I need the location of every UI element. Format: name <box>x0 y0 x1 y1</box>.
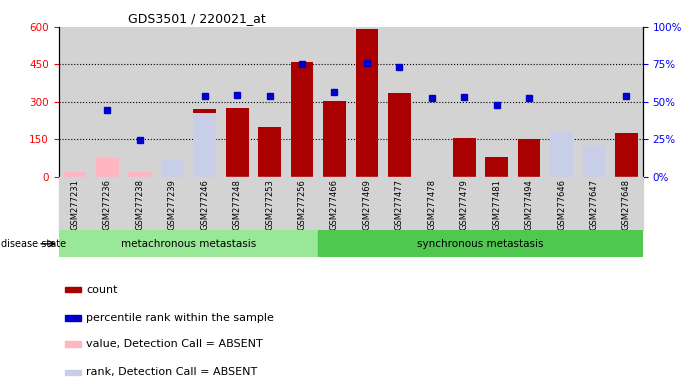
Text: GSM277479: GSM277479 <box>460 179 468 230</box>
Bar <box>578 177 610 230</box>
Bar <box>583 174 605 177</box>
Text: disease state: disease state <box>1 239 66 249</box>
Text: GSM277246: GSM277246 <box>200 179 209 230</box>
Bar <box>64 172 86 177</box>
Bar <box>96 158 119 177</box>
Text: count: count <box>86 285 118 295</box>
Bar <box>513 177 545 230</box>
Bar <box>545 27 578 177</box>
Bar <box>59 27 91 177</box>
Text: GSM277481: GSM277481 <box>492 179 501 230</box>
Bar <box>64 316 81 321</box>
Text: GSM277238: GSM277238 <box>135 179 144 230</box>
Bar <box>291 62 314 177</box>
Bar <box>323 101 346 177</box>
Text: GSM277469: GSM277469 <box>362 179 371 230</box>
Bar <box>124 177 156 230</box>
Bar <box>124 27 156 177</box>
Text: GSM277646: GSM277646 <box>557 179 566 230</box>
Bar <box>350 177 383 230</box>
Bar <box>91 177 124 230</box>
Bar <box>156 177 189 230</box>
Bar <box>189 27 221 177</box>
Bar <box>258 127 281 177</box>
Bar <box>388 93 410 177</box>
Bar <box>254 177 286 230</box>
Bar <box>383 27 415 177</box>
Bar <box>64 341 81 347</box>
Bar <box>545 177 578 230</box>
Text: percentile rank within the sample: percentile rank within the sample <box>86 313 274 323</box>
Text: GSM277477: GSM277477 <box>395 179 404 230</box>
Bar <box>221 27 254 177</box>
Bar <box>480 177 513 230</box>
Bar <box>193 113 216 177</box>
Bar <box>91 27 124 177</box>
Bar <box>480 27 513 177</box>
Text: GSM277494: GSM277494 <box>524 179 533 230</box>
Bar <box>513 27 545 177</box>
Bar <box>129 172 151 177</box>
Text: GSM277647: GSM277647 <box>589 179 598 230</box>
Bar <box>448 177 480 230</box>
Bar <box>615 133 638 177</box>
Bar <box>610 177 643 230</box>
Text: GSM277248: GSM277248 <box>233 179 242 230</box>
Bar <box>254 27 286 177</box>
Bar <box>319 177 350 230</box>
Bar <box>59 230 319 257</box>
Bar <box>350 27 383 177</box>
Bar <box>453 138 475 177</box>
Bar <box>161 174 184 177</box>
Bar <box>356 30 378 177</box>
Bar <box>161 161 184 177</box>
Bar <box>221 177 254 230</box>
Bar <box>319 27 350 177</box>
Text: GSM277648: GSM277648 <box>622 179 631 230</box>
Bar <box>518 139 540 177</box>
Text: metachronous metastasis: metachronous metastasis <box>121 239 256 249</box>
Text: GSM277256: GSM277256 <box>298 179 307 230</box>
Bar <box>226 108 249 177</box>
Text: GSM277239: GSM277239 <box>168 179 177 230</box>
Text: synchronous metastasis: synchronous metastasis <box>417 239 544 249</box>
Text: GDS3501 / 220021_at: GDS3501 / 220021_at <box>128 12 265 25</box>
Bar <box>64 369 81 376</box>
Bar <box>193 109 216 177</box>
Bar <box>578 27 610 177</box>
Text: GSM277253: GSM277253 <box>265 179 274 230</box>
Bar <box>448 27 480 177</box>
Bar <box>319 230 643 257</box>
Bar <box>286 27 319 177</box>
Bar <box>415 177 448 230</box>
Text: rank, Detection Call = ABSENT: rank, Detection Call = ABSENT <box>86 367 258 377</box>
Text: value, Detection Call = ABSENT: value, Detection Call = ABSENT <box>86 339 263 349</box>
Bar <box>415 27 448 177</box>
Bar <box>610 27 643 177</box>
Bar <box>485 157 508 177</box>
Bar <box>156 27 189 177</box>
Bar <box>550 132 573 177</box>
Text: GSM277478: GSM277478 <box>427 179 436 230</box>
Bar <box>383 177 415 230</box>
Text: GSM277236: GSM277236 <box>103 179 112 230</box>
Bar <box>59 177 91 230</box>
Bar <box>583 146 605 177</box>
Bar <box>189 177 221 230</box>
Bar <box>286 177 319 230</box>
Bar <box>64 286 81 293</box>
Text: GSM277466: GSM277466 <box>330 179 339 230</box>
Text: GSM277231: GSM277231 <box>70 179 79 230</box>
